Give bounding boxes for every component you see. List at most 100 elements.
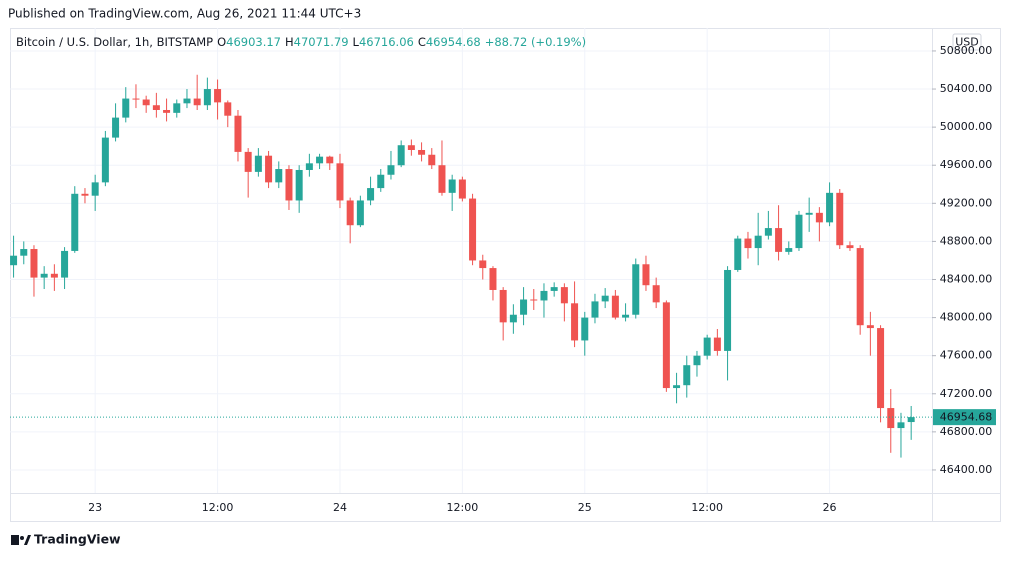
- currency-box[interactable]: [952, 33, 982, 51]
- candle-body: [489, 268, 497, 290]
- candle-body: [305, 163, 313, 170]
- candle-body: [897, 422, 905, 429]
- candle-body: [224, 102, 232, 116]
- candle-body: [122, 98, 130, 118]
- candle-body: [744, 238, 752, 249]
- candle-body: [254, 155, 262, 172]
- ohlc-value: 46716.06: [359, 35, 414, 49]
- candle-body: [571, 303, 579, 341]
- candle-body: [591, 301, 599, 318]
- candle-body: [275, 169, 283, 183]
- candle-body: [397, 145, 405, 166]
- candle-body: [550, 287, 558, 291]
- candle-body: [20, 249, 28, 256]
- candle-body: [142, 99, 150, 106]
- candle-body: [265, 155, 273, 183]
- y-tick-label: 47600.00: [940, 349, 993, 362]
- x-tick-label: 24: [333, 501, 347, 514]
- candle-body: [479, 260, 487, 269]
- candle-body: [866, 325, 874, 329]
- candle-body: [734, 238, 742, 270]
- ohlc-label: L: [353, 35, 360, 49]
- candle-body: [560, 287, 568, 304]
- y-tick-label: 50000.00: [940, 120, 993, 133]
- currency[interactable]: USD: [955, 36, 979, 49]
- x-tick-label: 26: [823, 501, 837, 514]
- candle-body: [469, 198, 477, 261]
- candle-body: [71, 193, 79, 251]
- candle-body: [703, 337, 711, 356]
- footer-brand: TradingView: [34, 532, 121, 547]
- y-tick-label: 47200.00: [940, 387, 993, 400]
- candle-body: [836, 192, 844, 246]
- candle-body: [673, 385, 681, 389]
- candle-body: [652, 285, 660, 303]
- y-tick-label: 49600.00: [940, 158, 993, 171]
- ohlc-label: H: [285, 35, 294, 49]
- candle-body: [775, 228, 783, 252]
- candle-body: [877, 328, 885, 409]
- candle-body: [499, 289, 507, 323]
- last-price-box: [933, 409, 996, 426]
- change: +88.72 (+0.19%): [485, 35, 586, 49]
- x-tick-label: 12:00: [202, 501, 234, 514]
- x-tick-label: 12:00: [447, 501, 479, 514]
- candle-body: [152, 105, 160, 110]
- ohlc-value: 46903.17: [226, 35, 281, 49]
- candle-body: [377, 174, 385, 189]
- candle-body: [112, 117, 120, 138]
- candle-body: [61, 250, 69, 278]
- candle-body: [336, 163, 344, 201]
- candle-body: [754, 235, 762, 249]
- candle-body: [81, 193, 89, 196]
- candle-body: [724, 269, 732, 351]
- candle-body: [203, 89, 211, 106]
- candle-body: [132, 98, 140, 100]
- candle-body: [387, 165, 395, 175]
- x-tick-label: 23: [88, 501, 102, 514]
- y-tick-label: 46400.00: [940, 463, 993, 476]
- ohlc-value: 47071.79: [294, 35, 349, 49]
- candle-body: [856, 248, 864, 326]
- candle-body: [91, 182, 99, 196]
- candle-body: [193, 98, 201, 106]
- candle-body: [214, 89, 222, 103]
- y-tick-label: 48000.00: [940, 311, 993, 324]
- candle-body: [530, 299, 538, 301]
- candle-body: [581, 317, 589, 341]
- candle-body: [438, 165, 446, 193]
- ohlc-value: 46954.68: [426, 35, 481, 49]
- candle-body: [520, 299, 528, 315]
- y-tick-label: 48800.00: [940, 234, 993, 247]
- candle-body: [601, 295, 609, 302]
- candle-body: [428, 154, 436, 166]
- candle-body: [356, 200, 364, 226]
- candle-body: [622, 314, 630, 318]
- candle-body: [785, 248, 793, 252]
- candle-body: [30, 249, 38, 278]
- candle-body: [295, 169, 303, 201]
- candle-body: [795, 214, 803, 249]
- candle-body: [611, 295, 619, 318]
- candle-body: [826, 192, 834, 223]
- candle-body: [683, 365, 691, 386]
- x-tick-label: 12:00: [691, 501, 723, 514]
- candle-body: [234, 115, 242, 152]
- candle-body: [244, 151, 252, 172]
- legend-header: Bitcoin / U.S. Dollar, 1h, BITSTAMP O4690…: [16, 35, 586, 49]
- candle-body: [509, 314, 517, 323]
- candle-body: [846, 245, 854, 249]
- y-tick-label: 46800.00: [940, 425, 993, 438]
- candle-body: [101, 137, 109, 183]
- candle-body: [713, 337, 721, 351]
- y-tick-label: 49200.00: [940, 196, 993, 209]
- candle-body: [458, 179, 466, 199]
- symbol-title: Bitcoin / U.S. Dollar, 1h, BITSTAMP: [16, 35, 213, 49]
- candle-body: [418, 149, 426, 155]
- published-note: Published on TradingView.com, Aug 26, 20…: [8, 7, 361, 21]
- candle-body: [907, 417, 915, 423]
- candle-body: [540, 290, 548, 301]
- candle-body: [50, 273, 58, 278]
